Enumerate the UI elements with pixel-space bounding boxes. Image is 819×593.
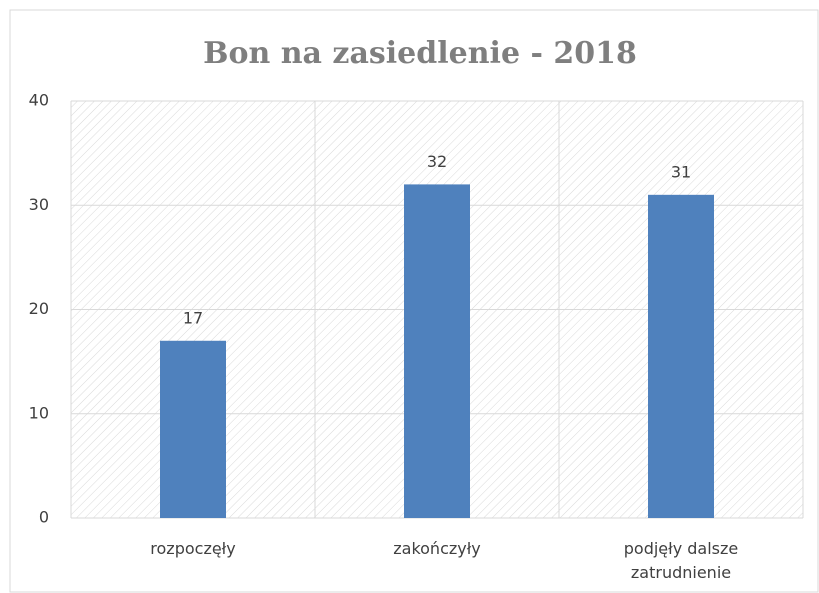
y-tick-label: 40 [29,91,49,110]
data-label: 31 [671,162,691,181]
y-tick-label: 20 [29,299,49,318]
y-tick-label: 30 [29,195,49,214]
y-tick-label: 0 [39,508,49,527]
bar [648,194,714,518]
x-tick-label: podjęły dalsze zatrudnienie [623,539,739,582]
bar [160,340,226,518]
bar [404,184,470,518]
data-label: 17 [183,308,203,327]
chart-title: Bon na zasiedlenie - 2018 [203,36,637,71]
y-tick-label: 10 [29,403,49,422]
x-tick-label: rozpoczęły [150,539,236,558]
x-tick-label: zakończyły [393,539,481,558]
data-label: 32 [427,152,447,171]
